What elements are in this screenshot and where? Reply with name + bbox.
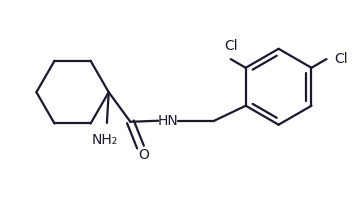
- Text: O: O: [138, 148, 149, 162]
- Text: Cl: Cl: [334, 52, 348, 66]
- Text: HN: HN: [158, 114, 179, 128]
- Text: NH₂: NH₂: [92, 133, 118, 147]
- Text: Cl: Cl: [224, 39, 237, 53]
